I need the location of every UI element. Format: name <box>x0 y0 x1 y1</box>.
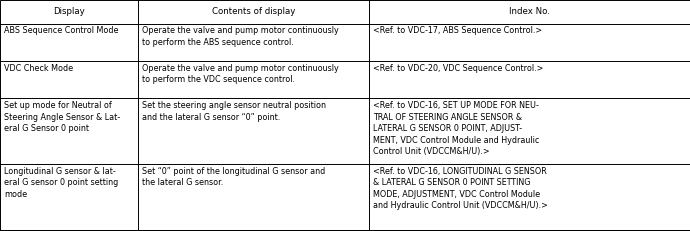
Text: Index No.: Index No. <box>509 7 550 16</box>
Text: Display: Display <box>53 7 85 16</box>
Text: <Ref. to VDC-17, ABS Sequence Control.>: <Ref. to VDC-17, ABS Sequence Control.> <box>373 26 542 35</box>
Text: Longitudinal G sensor & lat-
eral G sensor 0 point setting
mode: Longitudinal G sensor & lat- eral G sens… <box>4 167 119 199</box>
Text: VDC Check Mode: VDC Check Mode <box>4 64 73 73</box>
Text: Set “0” point of the longitudinal G sensor and
the lateral G sensor.: Set “0” point of the longitudinal G sens… <box>142 167 326 188</box>
Text: ABS Sequence Control Mode: ABS Sequence Control Mode <box>4 26 119 35</box>
Text: Operate the valve and pump motor continuously
to perform the ABS sequence contro: Operate the valve and pump motor continu… <box>142 26 339 47</box>
Text: <Ref. to VDC-16, SET UP MODE FOR NEU-
TRAL OF STEERING ANGLE SENSOR &
LATERAL G : <Ref. to VDC-16, SET UP MODE FOR NEU- TR… <box>373 101 540 156</box>
Text: <Ref. to VDC-20, VDC Sequence Control.>: <Ref. to VDC-20, VDC Sequence Control.> <box>373 64 544 73</box>
Text: Set up mode for Neutral of
Steering Angle Sensor & Lat-
eral G Sensor 0 point: Set up mode for Neutral of Steering Angl… <box>4 101 120 133</box>
Text: Contents of display: Contents of display <box>212 7 295 16</box>
Text: Set the steering angle sensor neutral position
and the lateral G sensor “0” poin: Set the steering angle sensor neutral po… <box>142 101 326 122</box>
Text: <Ref. to VDC-16, LONGITUDINAL G SENSOR
& LATERAL G SENSOR 0 POINT SETTING
MODE, : <Ref. to VDC-16, LONGITUDINAL G SENSOR &… <box>373 167 548 210</box>
Text: Operate the valve and pump motor continuously
to perform the VDC sequence contro: Operate the valve and pump motor continu… <box>142 64 339 84</box>
